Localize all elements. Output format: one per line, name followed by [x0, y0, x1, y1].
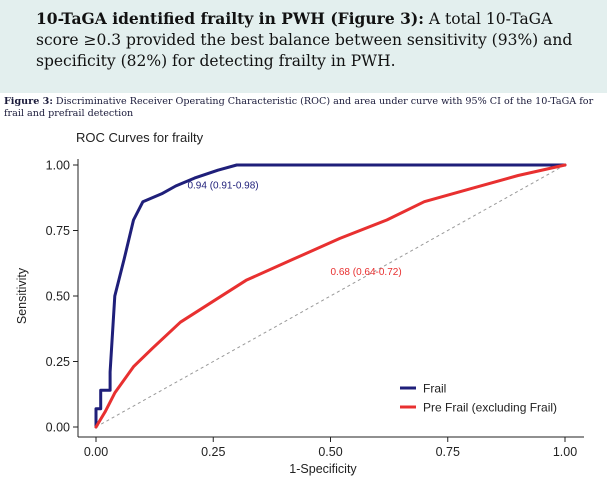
- x-tick-label: 1.00: [553, 445, 577, 459]
- prefrail-roc-line: [94, 163, 567, 429]
- x-axis-label: 1-Specificity: [289, 462, 357, 476]
- summary-lead: 10-TaGA identified frailty in PWH (Figur…: [36, 9, 424, 28]
- frail-auc-label: 0.94 (0.91-0.98): [187, 181, 258, 192]
- caption-label: Figure 3:: [4, 96, 53, 107]
- summary-box: 10-TaGA identified frailty in PWH (Figur…: [0, 0, 607, 93]
- legend: Frail Pre Frail (excluding Frail): [400, 382, 557, 415]
- caption-text: Discriminative Receiver Operating Charac…: [4, 96, 594, 119]
- roc-chart: ROC Curves for frailty 0.00 0.25 0.50 0.75 1…: [0, 125, 607, 494]
- x-tick-label: 0.25: [201, 445, 225, 459]
- y-tick-label: 1.00: [46, 159, 70, 173]
- series-layer: [94, 163, 567, 429]
- y-axis-label: Sensitivity: [15, 267, 29, 324]
- summary-text: A total 10-TaGA score ≥0.3 provided the …: [36, 10, 573, 70]
- figure-caption: Figure 3: Discriminative Receiver Operat…: [4, 96, 604, 120]
- chart-title: ROC Curves for frailty: [76, 130, 204, 145]
- y-tick-label: 0.75: [46, 224, 70, 238]
- y-tick-label: 0.50: [46, 290, 70, 304]
- legend-frail-label: Frail: [423, 382, 446, 396]
- prefrail-auc-label: 0.68 (0.64-0.72): [331, 267, 402, 278]
- annotation-layer: 0.94 (0.91-0.98) 0.68 (0.64-0.72): [187, 181, 401, 278]
- chart-background: [0, 125, 607, 494]
- y-tick-label: 0.00: [46, 421, 70, 435]
- x-tick-label: 0.75: [436, 445, 460, 459]
- x-tick-label: 0.00: [84, 445, 108, 459]
- x-tick-label: 0.50: [318, 445, 342, 459]
- legend-prefrail-label: Pre Frail (excluding Frail): [423, 401, 557, 415]
- y-tick-label: 0.25: [46, 355, 70, 369]
- chart-axes: 0.00 0.25 0.50 0.75 1.00 0.00 0.25 0.50 0.75 1.00: [46, 159, 584, 459]
- frail-roc-line: [94, 163, 567, 429]
